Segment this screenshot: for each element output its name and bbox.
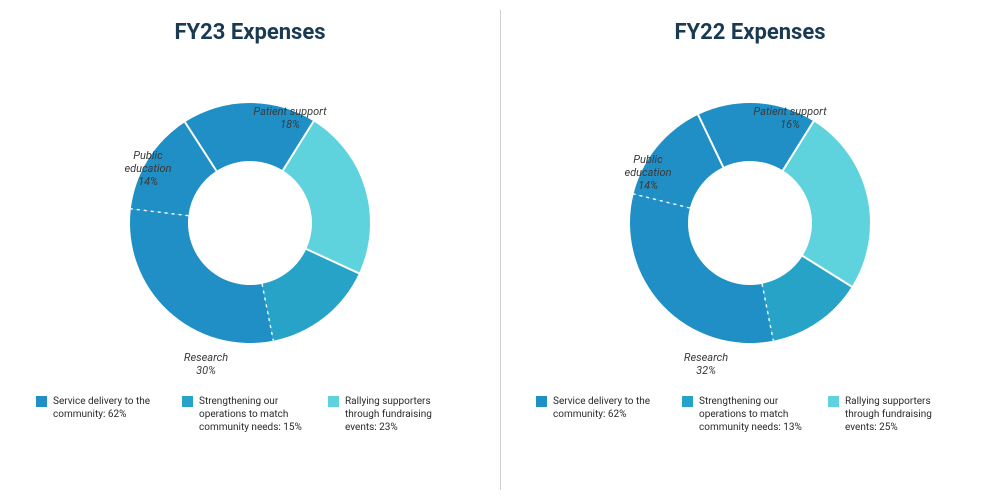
chart-title: FY22 Expenses <box>674 20 825 45</box>
legend-swatch <box>682 396 693 407</box>
legend-text: Strengthening our operations to match co… <box>699 395 818 434</box>
panel-fy23: FY23 Expenses Patient support18% Publiced… <box>0 0 500 500</box>
legend-item: Strengthening our operations to match co… <box>682 395 818 434</box>
legend-text: Rallying supporters through fundraising … <box>345 395 464 434</box>
legend-item: Service delivery to the community: 62% <box>536 395 672 434</box>
legend-item: Rallying supporters through fundraising … <box>328 395 464 434</box>
slice-label: Patient support16% <box>750 105 830 131</box>
panel-fy22: FY22 Expenses Patient support16% Publiced… <box>500 0 1000 500</box>
slice-label: Publiceducation14% <box>608 153 688 193</box>
slice-label: Research32% <box>666 351 746 377</box>
slice-research <box>130 209 273 343</box>
donut-svg <box>600 53 900 373</box>
legend-swatch <box>536 396 547 407</box>
slice-label: Patient support18% <box>250 105 330 131</box>
legend-fy23: Service delivery to the community: 62% St… <box>30 395 470 434</box>
slice-label: Research30% <box>166 351 246 377</box>
donut-fy23: Patient support18% Publiceducation14% Rese… <box>100 53 400 393</box>
slice-research <box>630 194 773 343</box>
legend-item: Strengthening our operations to match co… <box>182 395 318 434</box>
slice-label: Publiceducation14% <box>108 149 188 189</box>
legend-swatch <box>182 396 193 407</box>
legend-swatch <box>36 396 47 407</box>
legend-item: Service delivery to the community: 62% <box>36 395 172 434</box>
legend-text: Service delivery to the community: 62% <box>53 395 172 421</box>
legend-fy22: Service delivery to the community: 62% St… <box>530 395 970 434</box>
chart-title: FY23 Expenses <box>174 20 325 45</box>
legend-item: Rallying supporters through fundraising … <box>828 395 964 434</box>
legend-text: Strengthening our operations to match co… <box>199 395 318 434</box>
donut-svg <box>100 53 400 373</box>
legend-swatch <box>828 396 839 407</box>
legend-text: Rallying supporters through fundraising … <box>845 395 964 434</box>
donut-fy22: Patient support16% Publiceducation14% Rese… <box>600 53 900 393</box>
legend-swatch <box>328 396 339 407</box>
legend-text: Service delivery to the community: 62% <box>553 395 672 421</box>
